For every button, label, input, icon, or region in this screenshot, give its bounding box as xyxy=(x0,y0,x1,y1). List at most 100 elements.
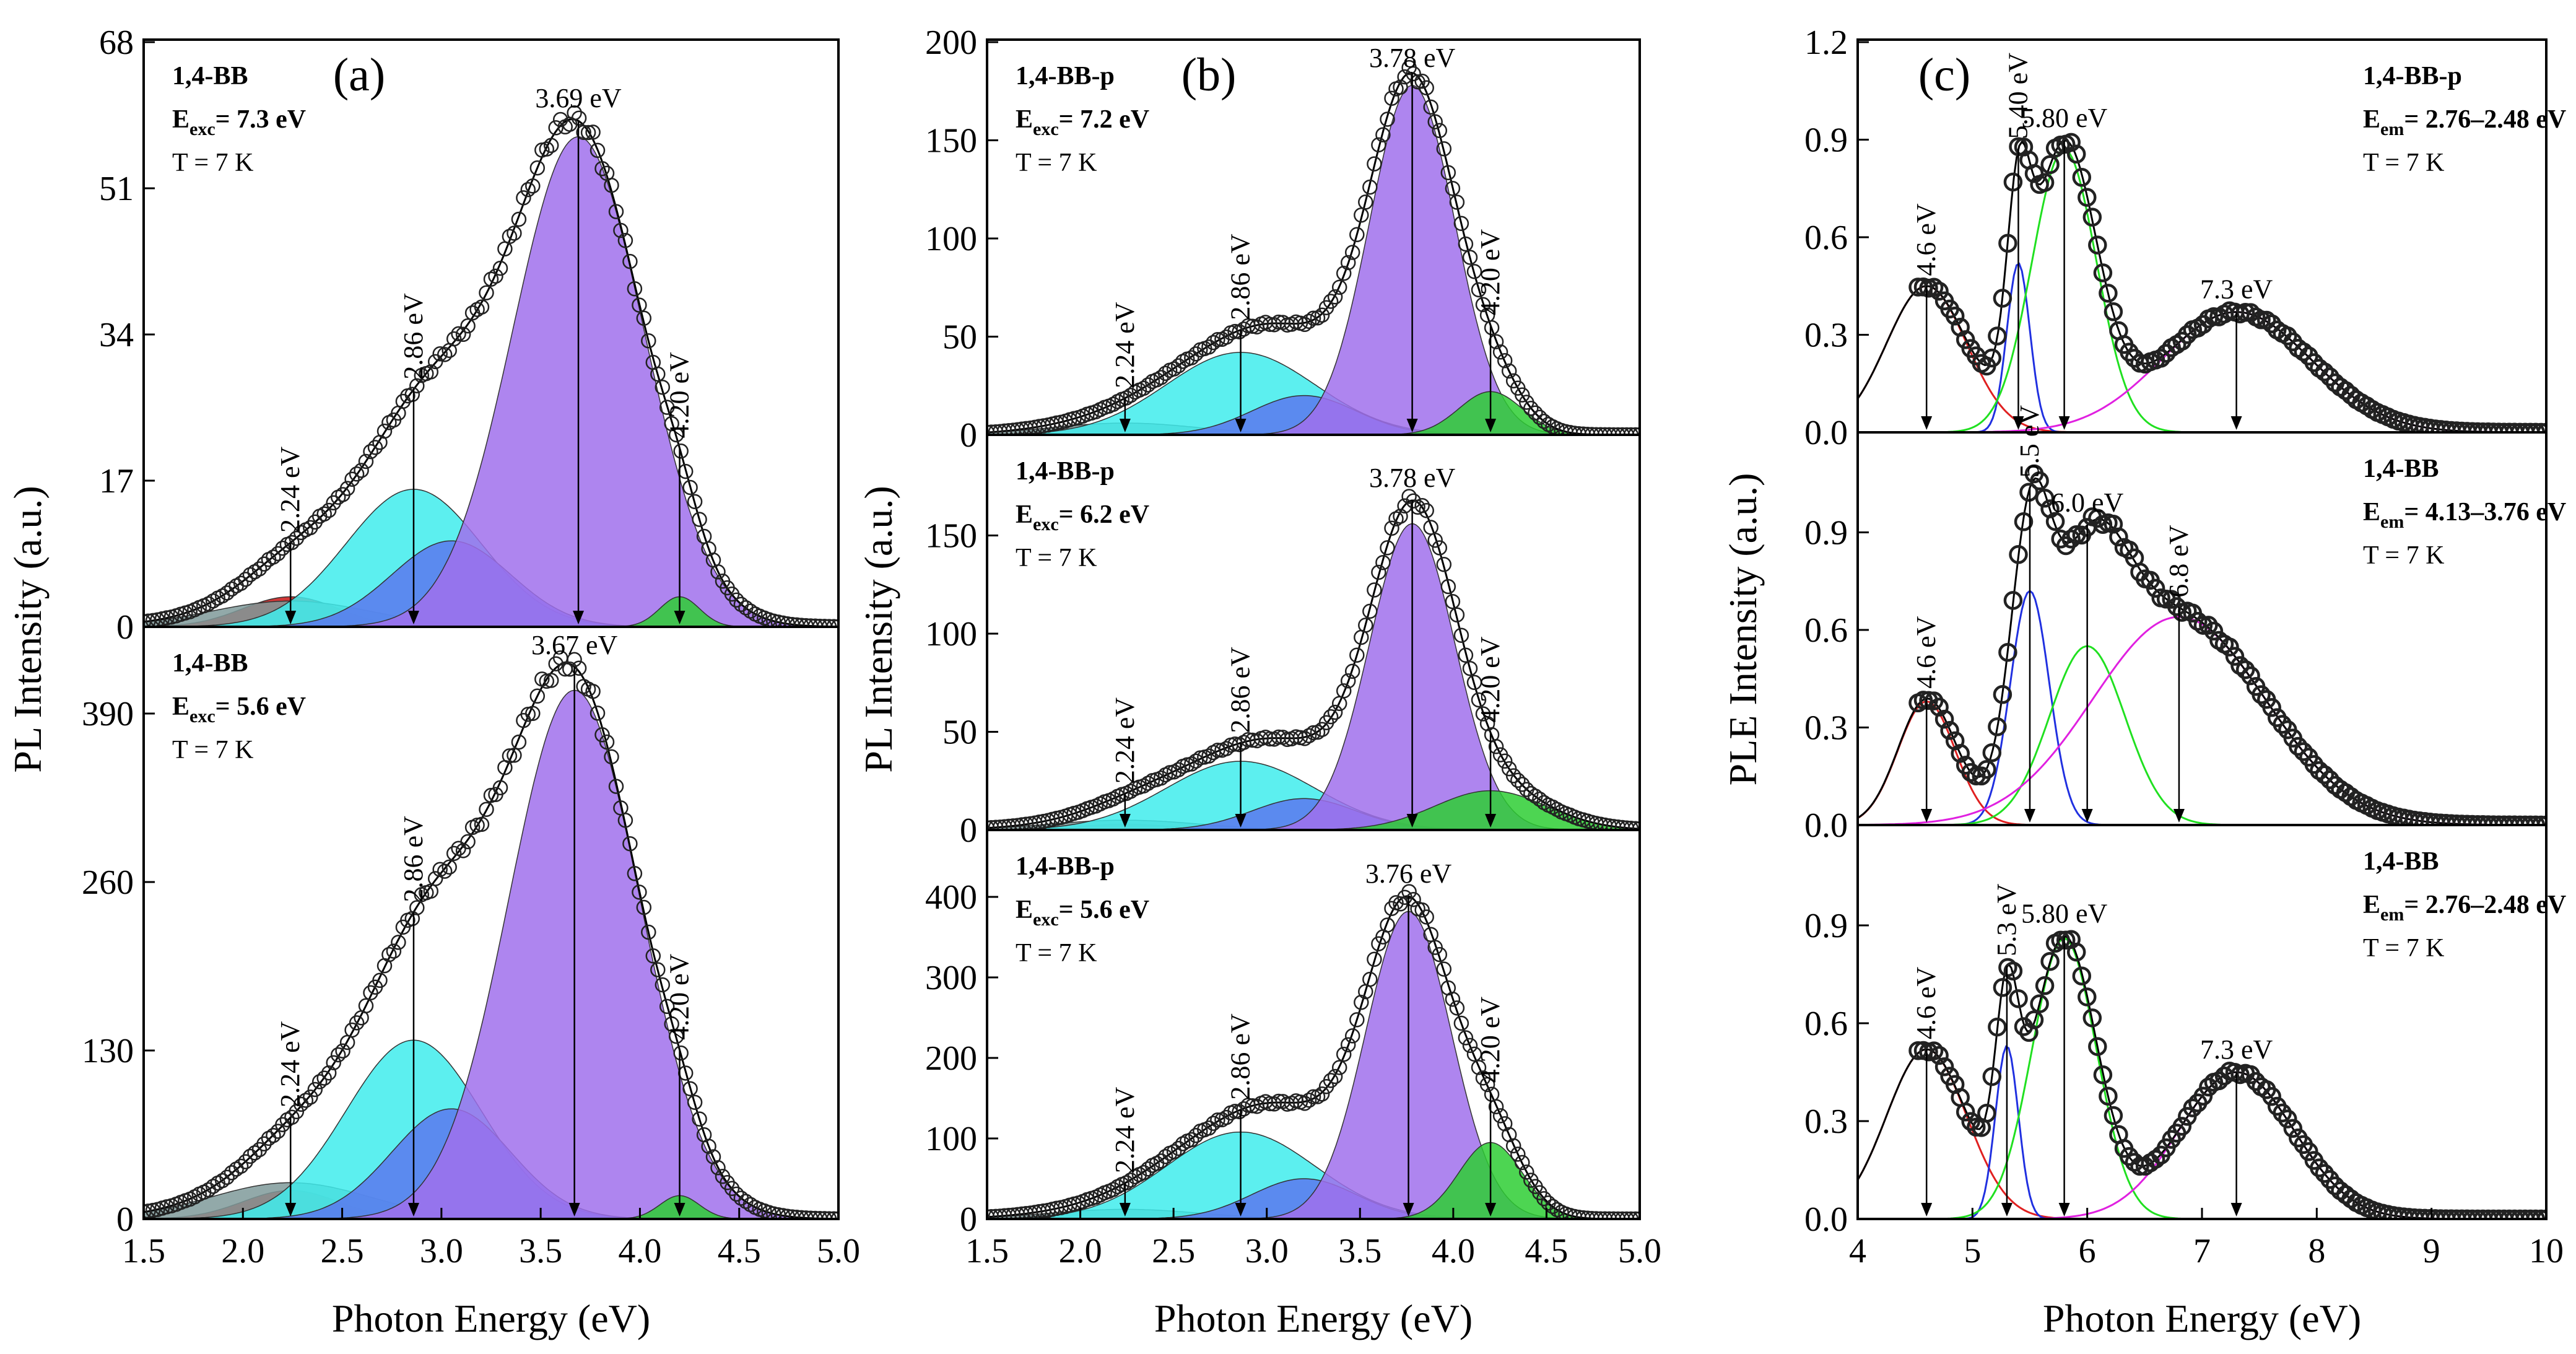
data-point xyxy=(1440,579,1456,595)
temperature: T = 7 K xyxy=(1016,149,1097,177)
data-point xyxy=(673,1045,689,1061)
data-point xyxy=(1982,1067,2002,1086)
data-point xyxy=(1157,365,1173,382)
data-point xyxy=(1188,753,1204,769)
data-point xyxy=(2082,207,2102,227)
data-point xyxy=(1627,1211,1640,1219)
data-point xyxy=(1619,1211,1635,1219)
data-point xyxy=(1993,978,2012,997)
data-point xyxy=(1210,742,1225,758)
data-point xyxy=(659,400,675,415)
data-point xyxy=(1497,352,1513,369)
data-point xyxy=(1384,520,1399,536)
data-point xyxy=(682,1081,698,1096)
data-point xyxy=(1105,396,1121,413)
x-tick-label: 9 xyxy=(2423,1232,2440,1270)
plot-area xyxy=(987,884,1640,1219)
data-point xyxy=(1951,744,1970,763)
peak-label: 6.0 eV xyxy=(2051,487,2124,518)
data-point xyxy=(354,463,369,478)
x-tick-label: 1.5 xyxy=(122,1232,165,1270)
data-point xyxy=(1458,236,1474,252)
data-point xyxy=(2262,1086,2281,1106)
plot-area xyxy=(987,489,1640,830)
x-axis-title: Photon Energy (eV) xyxy=(1154,1296,1473,1340)
data-point xyxy=(1375,554,1391,570)
data-point xyxy=(1140,775,1156,791)
subplot-2-3: 2.24 eV 2.86 eV 3.76 eV 4.20 eV 0 100 200 300 40… xyxy=(925,829,1641,1239)
data-point xyxy=(316,1070,332,1086)
data-point xyxy=(1475,297,1491,313)
data-point xyxy=(2167,597,2187,616)
data-point xyxy=(1323,294,1339,309)
data-point xyxy=(1445,593,1461,609)
data-point xyxy=(525,705,541,722)
data-point xyxy=(2315,362,2334,382)
data-point xyxy=(1340,255,1356,271)
data-point xyxy=(492,780,508,796)
data-point xyxy=(543,673,559,688)
data-point xyxy=(543,138,559,154)
data-point xyxy=(284,535,300,551)
x-tick-label: 2.5 xyxy=(321,1232,364,1270)
data-point xyxy=(511,734,527,750)
data-point xyxy=(1184,1132,1199,1148)
data-point xyxy=(372,972,388,989)
data-point xyxy=(502,229,518,245)
data-point xyxy=(2500,1209,2519,1219)
data-point xyxy=(1475,706,1491,722)
peak-label: 5.5 eV xyxy=(2014,405,2045,478)
data-point xyxy=(1206,334,1221,351)
subplot-frame xyxy=(142,626,840,1220)
peak-arrowhead xyxy=(674,1203,685,1216)
data-point xyxy=(2066,942,2086,962)
y-tick-label: 150 xyxy=(925,517,977,556)
data-point xyxy=(404,387,420,403)
data-point xyxy=(1627,427,1640,435)
peak-label: 2.86 eV xyxy=(1225,647,1256,733)
data-point xyxy=(1136,778,1152,794)
data-point xyxy=(2009,545,2028,564)
data-point xyxy=(2484,1209,2503,1219)
data-point xyxy=(2273,715,2292,734)
peak-arrowhead xyxy=(2024,809,2035,823)
peak-arrowhead xyxy=(1485,814,1497,828)
data-point xyxy=(580,124,596,141)
panel-letter: (a) xyxy=(333,49,385,101)
data-point xyxy=(1466,1046,1482,1062)
y-tick-label: 0 xyxy=(960,811,977,850)
data-point xyxy=(1528,405,1543,421)
data-point xyxy=(1123,388,1139,403)
data-point xyxy=(1945,306,1965,326)
data-point xyxy=(2473,1209,2492,1219)
data-point xyxy=(159,610,175,626)
data-point xyxy=(483,271,499,287)
data-point xyxy=(1406,66,1421,82)
data-point xyxy=(1301,728,1317,744)
data-point xyxy=(1419,909,1434,925)
data-point xyxy=(474,299,490,315)
peak-label: 5.80 eV xyxy=(2021,103,2108,133)
data-point xyxy=(1301,313,1317,330)
data-point xyxy=(1367,951,1382,967)
emission-energy: Eem= 2.76–2.48 eV xyxy=(2363,891,2566,925)
x-tick-label: 7 xyxy=(2193,1232,2211,1270)
data-point xyxy=(2505,1209,2525,1219)
y-tick-label: 100 xyxy=(925,220,977,258)
data-point xyxy=(2030,994,2049,1013)
peak-label: 5.3 eV xyxy=(1991,883,2022,956)
data-point xyxy=(455,843,471,858)
y-tick-label: 0.0 xyxy=(1804,1200,1848,1239)
data-point xyxy=(604,749,619,765)
data-point xyxy=(617,813,633,828)
data-point xyxy=(1419,503,1434,518)
data-point xyxy=(349,1015,365,1031)
data-point xyxy=(298,1093,314,1108)
data-point xyxy=(529,160,546,176)
data-point xyxy=(2463,1209,2482,1219)
data-point xyxy=(677,463,694,479)
peak-label: 6.8 eV xyxy=(2164,525,2194,598)
x-tick-label: 5.0 xyxy=(1618,1232,1661,1270)
y-tick-label: 50 xyxy=(942,714,977,752)
y-tick-label: 68 xyxy=(99,24,134,62)
